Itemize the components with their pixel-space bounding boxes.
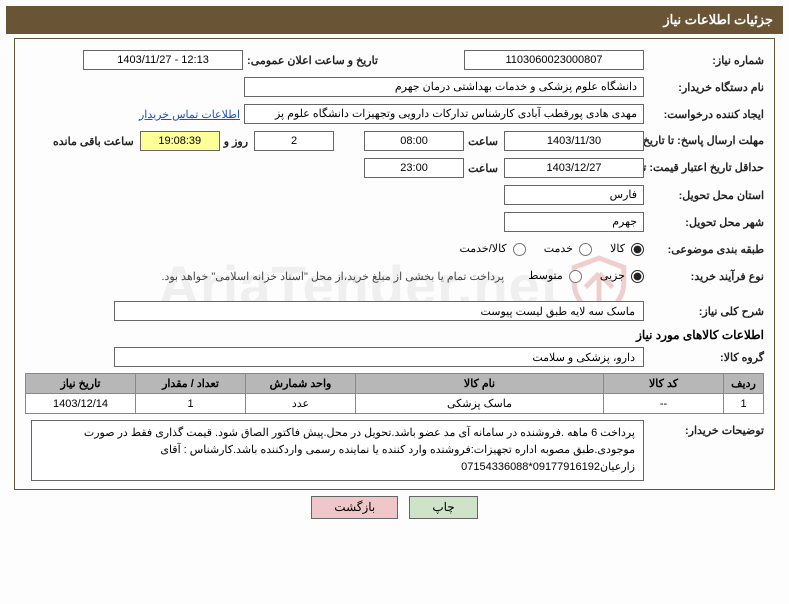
th-qty: تعداد / مقدار bbox=[136, 374, 246, 394]
button-bar: چاپ بازگشت bbox=[0, 496, 789, 519]
row-requester: ایجاد کننده درخواست: مهدی هادی پورقطب آب… bbox=[25, 103, 764, 125]
label-goods-group: گروه کالا: bbox=[644, 351, 764, 364]
label-announce-dt: تاریخ و ساعت اعلان عمومی: bbox=[243, 54, 384, 67]
label-remaining-suffix: ساعت باقی مانده bbox=[49, 135, 140, 148]
print-button[interactable]: چاپ bbox=[409, 496, 477, 519]
field-requester: مهدی هادی پورقطب آبادی کارشناس تدارکات د… bbox=[244, 104, 644, 124]
field-buyer-org: دانشگاه علوم پزشکی و خدمات بهداشتی درمان… bbox=[244, 77, 644, 97]
label-validity: حداقل تاریخ اعتبار قیمت: تا تاریخ: bbox=[644, 162, 764, 174]
section-goods-info: اطلاعات کالاهای مورد نیاز bbox=[25, 328, 764, 342]
table-header-row: ردیف کد کالا نام کالا واحد شمارش تعداد /… bbox=[26, 374, 764, 394]
field-request-no: 1103060023000807 bbox=[464, 50, 644, 70]
radio-goods-label: کالا bbox=[610, 242, 644, 256]
td-qty: 1 bbox=[136, 394, 246, 414]
radio-service-label: خدمت bbox=[544, 242, 592, 256]
row-general-desc: شرح کلی نیاز: ماسک سه لایه طبق لیست پیوس… bbox=[25, 300, 764, 322]
row-buyer-org: نام دستگاه خریدار: دانشگاه علوم پزشکی و … bbox=[25, 76, 764, 98]
radio-goods[interactable] bbox=[631, 243, 644, 256]
field-validity-date: 1403/12/27 bbox=[504, 158, 644, 178]
radio-medium[interactable] bbox=[569, 270, 582, 283]
row-city: شهر محل تحویل: جهرم bbox=[25, 211, 764, 233]
td-row: 1 bbox=[724, 394, 764, 414]
radio-partial-label: جزیی bbox=[600, 269, 644, 283]
label-subject-class: طبقه بندی موضوعی: bbox=[644, 243, 764, 256]
radio-both[interactable] bbox=[513, 243, 526, 256]
field-buyer-notes: پرداخت 6 ماهه .فروشنده در سامانه آی مد ع… bbox=[31, 420, 644, 481]
row-buyer-notes: توضیحات خریدار: پرداخت 6 ماهه .فروشنده د… bbox=[25, 420, 764, 481]
label-day-and: روز و bbox=[220, 135, 254, 148]
th-date: تاریخ نیاز bbox=[26, 374, 136, 394]
field-deadline-date: 1403/11/30 bbox=[504, 131, 644, 151]
field-validity-time: 23:00 bbox=[364, 158, 464, 178]
field-city: جهرم bbox=[504, 212, 644, 232]
field-remaining-time: 19:08:39 bbox=[140, 131, 220, 151]
th-row: ردیف bbox=[724, 374, 764, 394]
row-deadline: مهلت ارسال پاسخ: تا تاریخ: 1403/11/30 سا… bbox=[25, 130, 764, 152]
td-date: 1403/12/14 bbox=[26, 394, 136, 414]
radio-service[interactable] bbox=[579, 243, 592, 256]
page-title-bar: جزئیات اطلاعات نیاز bbox=[6, 6, 783, 34]
goods-table: ردیف کد کالا نام کالا واحد شمارش تعداد /… bbox=[25, 373, 764, 414]
row-purchase-type: نوع فرآیند خرید: جزیی متوسط پرداخت تمام … bbox=[25, 265, 764, 287]
back-button[interactable]: بازگشت bbox=[311, 496, 398, 519]
row-goods-group: گروه کالا: دارو، پزشکی و سلامت bbox=[25, 346, 764, 368]
field-province: فارس bbox=[504, 185, 644, 205]
label-deadline: مهلت ارسال پاسخ: تا تاریخ: bbox=[644, 135, 764, 147]
label-province: استان محل تحویل: bbox=[644, 189, 764, 202]
field-goods-group: دارو، پزشکی و سلامت bbox=[114, 347, 644, 367]
label-purchase-type: نوع فرآیند خرید: bbox=[644, 270, 764, 283]
row-validity: حداقل تاریخ اعتبار قیمت: تا تاریخ: 1403/… bbox=[25, 157, 764, 179]
th-unit: واحد شمارش bbox=[246, 374, 356, 394]
table-row: 1 -- ماسک پزشکی عدد 1 1403/12/14 bbox=[26, 394, 764, 414]
payment-note: پرداخت تمام یا بخشی از مبلغ خرید،از محل … bbox=[161, 270, 504, 283]
field-general-desc: ماسک سه لایه طبق لیست پیوست bbox=[114, 301, 644, 321]
label-buyer-notes: توضیحات خریدار: bbox=[644, 420, 764, 437]
td-name: ماسک پزشکی bbox=[356, 394, 604, 414]
row-request: شماره نیاز: 1103060023000807 تاریخ و ساع… bbox=[25, 49, 764, 71]
row-province: استان محل تحویل: فارس bbox=[25, 184, 764, 206]
radio-partial[interactable] bbox=[631, 270, 644, 283]
row-subject-class: طبقه بندی موضوعی: کالا خدمت کالا/خدمت bbox=[25, 238, 764, 260]
label-time-2: ساعت bbox=[464, 162, 504, 175]
field-announce-dt: 12:13 - 1403/11/27 bbox=[83, 50, 243, 70]
label-requester: ایجاد کننده درخواست: bbox=[644, 108, 764, 121]
label-time-1: ساعت bbox=[464, 135, 504, 148]
field-deadline-time: 08:00 bbox=[364, 131, 464, 151]
td-code: -- bbox=[604, 394, 724, 414]
label-buyer-org: نام دستگاه خریدار: bbox=[644, 81, 764, 94]
field-remaining-days: 2 bbox=[254, 131, 334, 151]
radio-both-label: کالا/خدمت bbox=[459, 242, 525, 256]
th-name: نام کالا bbox=[356, 374, 604, 394]
main-panel: شماره نیاز: 1103060023000807 تاریخ و ساع… bbox=[14, 38, 775, 490]
td-unit: عدد bbox=[246, 394, 356, 414]
th-code: کد کالا bbox=[604, 374, 724, 394]
label-request-no: شماره نیاز: bbox=[644, 54, 764, 67]
radio-medium-label: متوسط bbox=[528, 269, 582, 283]
page-title: جزئیات اطلاعات نیاز bbox=[663, 12, 773, 27]
buyer-contact-link[interactable]: اطلاعات تماس خریدار bbox=[139, 108, 240, 121]
label-city: شهر محل تحویل: bbox=[644, 216, 764, 229]
label-general-desc: شرح کلی نیاز: bbox=[644, 305, 764, 318]
